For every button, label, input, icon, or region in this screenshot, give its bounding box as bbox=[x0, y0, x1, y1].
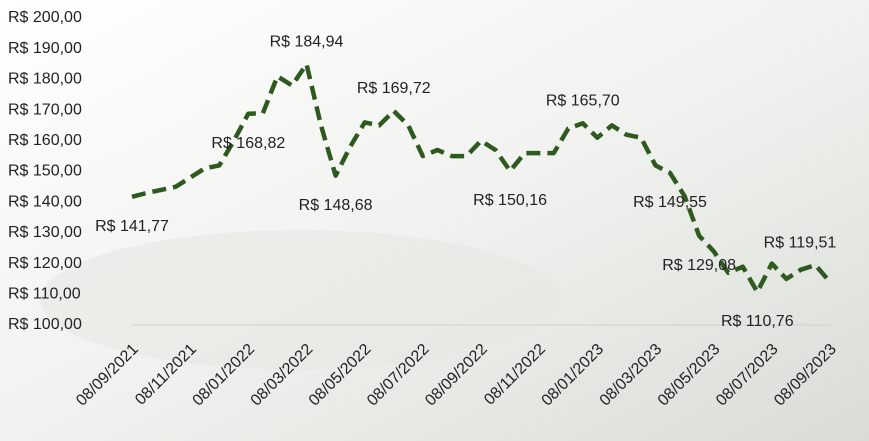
y-tick-label: R$ 120,00 bbox=[8, 255, 82, 272]
y-tick-label: R$ 180,00 bbox=[8, 71, 82, 88]
data-label: R$ 110,76 bbox=[721, 313, 794, 330]
y-tick-label: R$ 200,00 bbox=[8, 9, 82, 26]
data-label: R$ 168,82 bbox=[211, 135, 285, 152]
y-tick-label: R$ 190,00 bbox=[8, 40, 82, 57]
data-label: R$ 184,94 bbox=[270, 33, 344, 50]
y-tick-label: R$ 130,00 bbox=[8, 224, 82, 241]
y-tick-label: R$ 100,00 bbox=[8, 316, 82, 333]
data-label: R$ 148,68 bbox=[299, 197, 373, 214]
data-label: R$ 150,16 bbox=[473, 192, 547, 209]
data-label: R$ 165,70 bbox=[546, 93, 620, 110]
y-tick-label: R$ 160,00 bbox=[8, 132, 82, 149]
y-tick-label: R$ 140,00 bbox=[8, 193, 82, 210]
data-label: R$ 141,77 bbox=[95, 218, 169, 235]
y-tick-label: R$ 110,00 bbox=[8, 286, 81, 303]
y-tick-label: R$ 150,00 bbox=[8, 163, 82, 180]
chart: R$ 100,00 R$ 110,00 R$ 120,00 R$ 130,00 R$ 1… bbox=[0, 0, 869, 441]
data-label: R$ 119,51 bbox=[764, 234, 837, 251]
y-tick-label: R$ 170,00 bbox=[8, 101, 82, 118]
data-label: R$ 149,55 bbox=[633, 194, 707, 211]
data-label: R$ 129,08 bbox=[662, 257, 736, 274]
data-label: R$ 169,72 bbox=[357, 80, 431, 97]
